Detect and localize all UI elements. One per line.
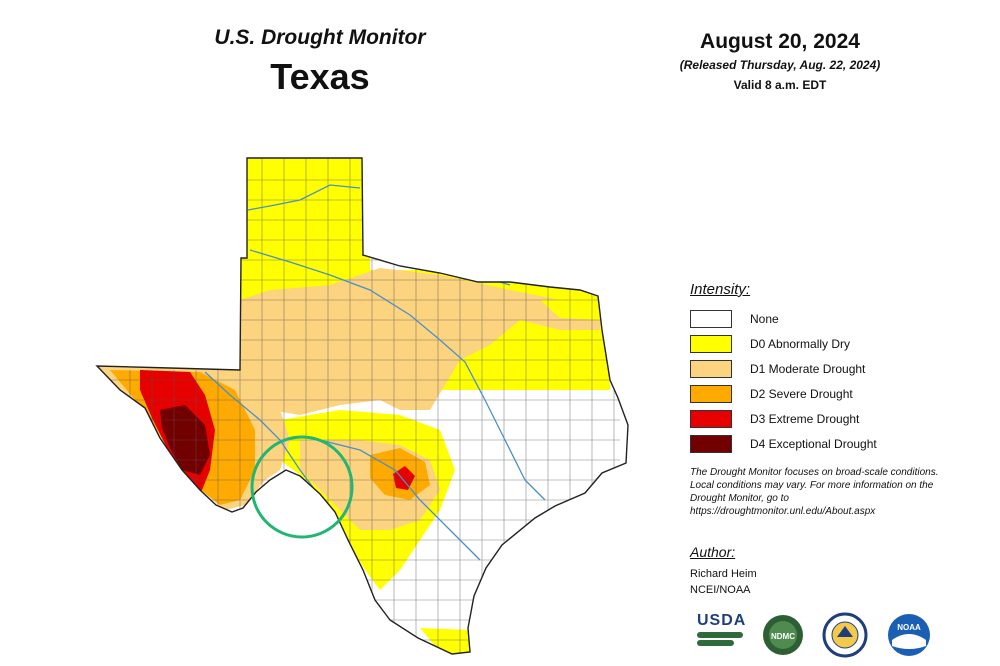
legend-label: D2 Severe Drought: [750, 386, 853, 401]
ndmc-logo-text: NDMC: [771, 632, 795, 641]
legend-item-d0: D0 Abnormally Dry: [690, 331, 877, 356]
legend-swatch: [690, 309, 732, 328]
usda-logo: USDA: [697, 612, 747, 652]
author-heading: Author:: [690, 544, 736, 560]
legend-item-none: None: [690, 306, 877, 331]
ndmc-logo: NDMC: [763, 615, 803, 655]
author-name: Richard Heim: [690, 568, 757, 580]
release-date: (Released Thursday, Aug. 22, 2024): [679, 58, 881, 72]
legend-item-d3: D3 Extreme Drought: [690, 406, 877, 431]
legend-swatch: [690, 434, 732, 453]
legend-label: None: [750, 311, 779, 326]
legend-swatch: [690, 334, 732, 353]
disclaimer-note: The Drought Monitor focuses on broad-sca…: [690, 467, 939, 517]
highlight-circle: [250, 435, 354, 539]
legend-swatch: [690, 409, 732, 428]
valid-time: Valid 8 a.m. EDT: [733, 78, 827, 92]
state-title: Texas: [270, 56, 370, 97]
usda-logo-text: USDA: [697, 612, 747, 629]
noaa-logo-text: NOAA: [897, 623, 921, 632]
legend-item-d1: D1 Moderate Drought: [690, 356, 877, 381]
legend-label: D4 Exceptional Drought: [750, 436, 877, 451]
texas-drought-map: [96, 157, 629, 655]
legend-item-d4: D4 Exceptional Drought: [690, 431, 877, 456]
legend-label: D0 Abnormally Dry: [750, 336, 851, 351]
legend-label: D3 Extreme Drought: [750, 411, 860, 426]
author-org: NCEI/NOAA: [690, 584, 751, 596]
legend-item-d2: D2 Severe Drought: [690, 381, 877, 406]
noaa-logo: NOAA: [888, 614, 930, 656]
monitor-title: U.S. Drought Monitor: [214, 26, 426, 49]
legend-swatch: [690, 359, 732, 378]
doc-seal-logo: [822, 612, 868, 658]
legend-swatch: [690, 384, 732, 403]
legend-heading: Intensity:: [690, 281, 751, 298]
legend-label: D1 Moderate Drought: [750, 361, 866, 376]
legend: None D0 Abnormally Dry D1 Moderate Droug…: [690, 306, 877, 456]
map-date: August 20, 2024: [700, 30, 860, 53]
